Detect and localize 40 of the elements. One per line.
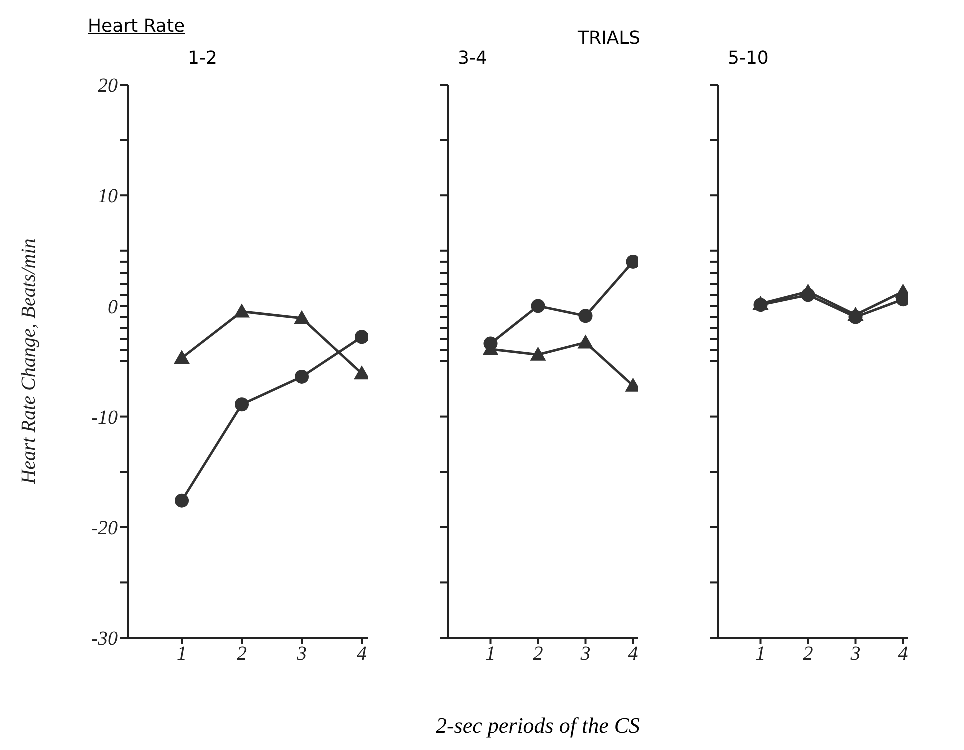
x-axis-title: 2-sec periods of the CS [434,713,642,739]
x-tick-label: 1 [177,643,187,666]
point [531,299,546,314]
x-tick-label: 3 [296,643,307,666]
point [175,494,189,508]
point [355,330,368,344]
point [578,334,594,349]
y-tick-label: 10 [98,186,118,208]
x-tick-label: 4 [898,643,908,666]
chart-title: 3-4 [458,48,488,69]
x-tick-label: 2 [803,643,814,666]
x-tick-label: 3 [580,643,591,666]
y-tick-label: -20 [91,518,118,540]
y-tick-label: -30 [91,628,118,650]
point [234,304,250,318]
chart-title: 5-10 [728,48,769,69]
point [848,310,863,324]
point [578,309,593,324]
x-tick-label: 4 [628,643,638,666]
point [801,288,816,302]
text: TRIALS [578,28,641,49]
x-tick-label: 3 [850,643,861,666]
point [295,370,309,384]
x-tick-label: 2 [533,643,544,666]
y-axis-title: Heart Rate Change, Beats/min [18,238,40,486]
point [235,398,249,412]
point [530,346,546,361]
y-tick-label: 0 [108,296,118,318]
y-tick-label: 20 [98,75,118,98]
x-tick-label: 1 [486,643,496,666]
y-tick-label: -10 [91,406,118,429]
point [484,336,498,351]
x-tick-label: 2 [237,643,247,666]
point [754,298,768,312]
point [294,310,310,324]
x-tick-label: 1 [756,643,766,666]
point [174,350,190,364]
chart-title: 1-2 [188,48,218,69]
x-tick-label: 4 [357,643,367,666]
text: Heart Rate [88,16,186,37]
